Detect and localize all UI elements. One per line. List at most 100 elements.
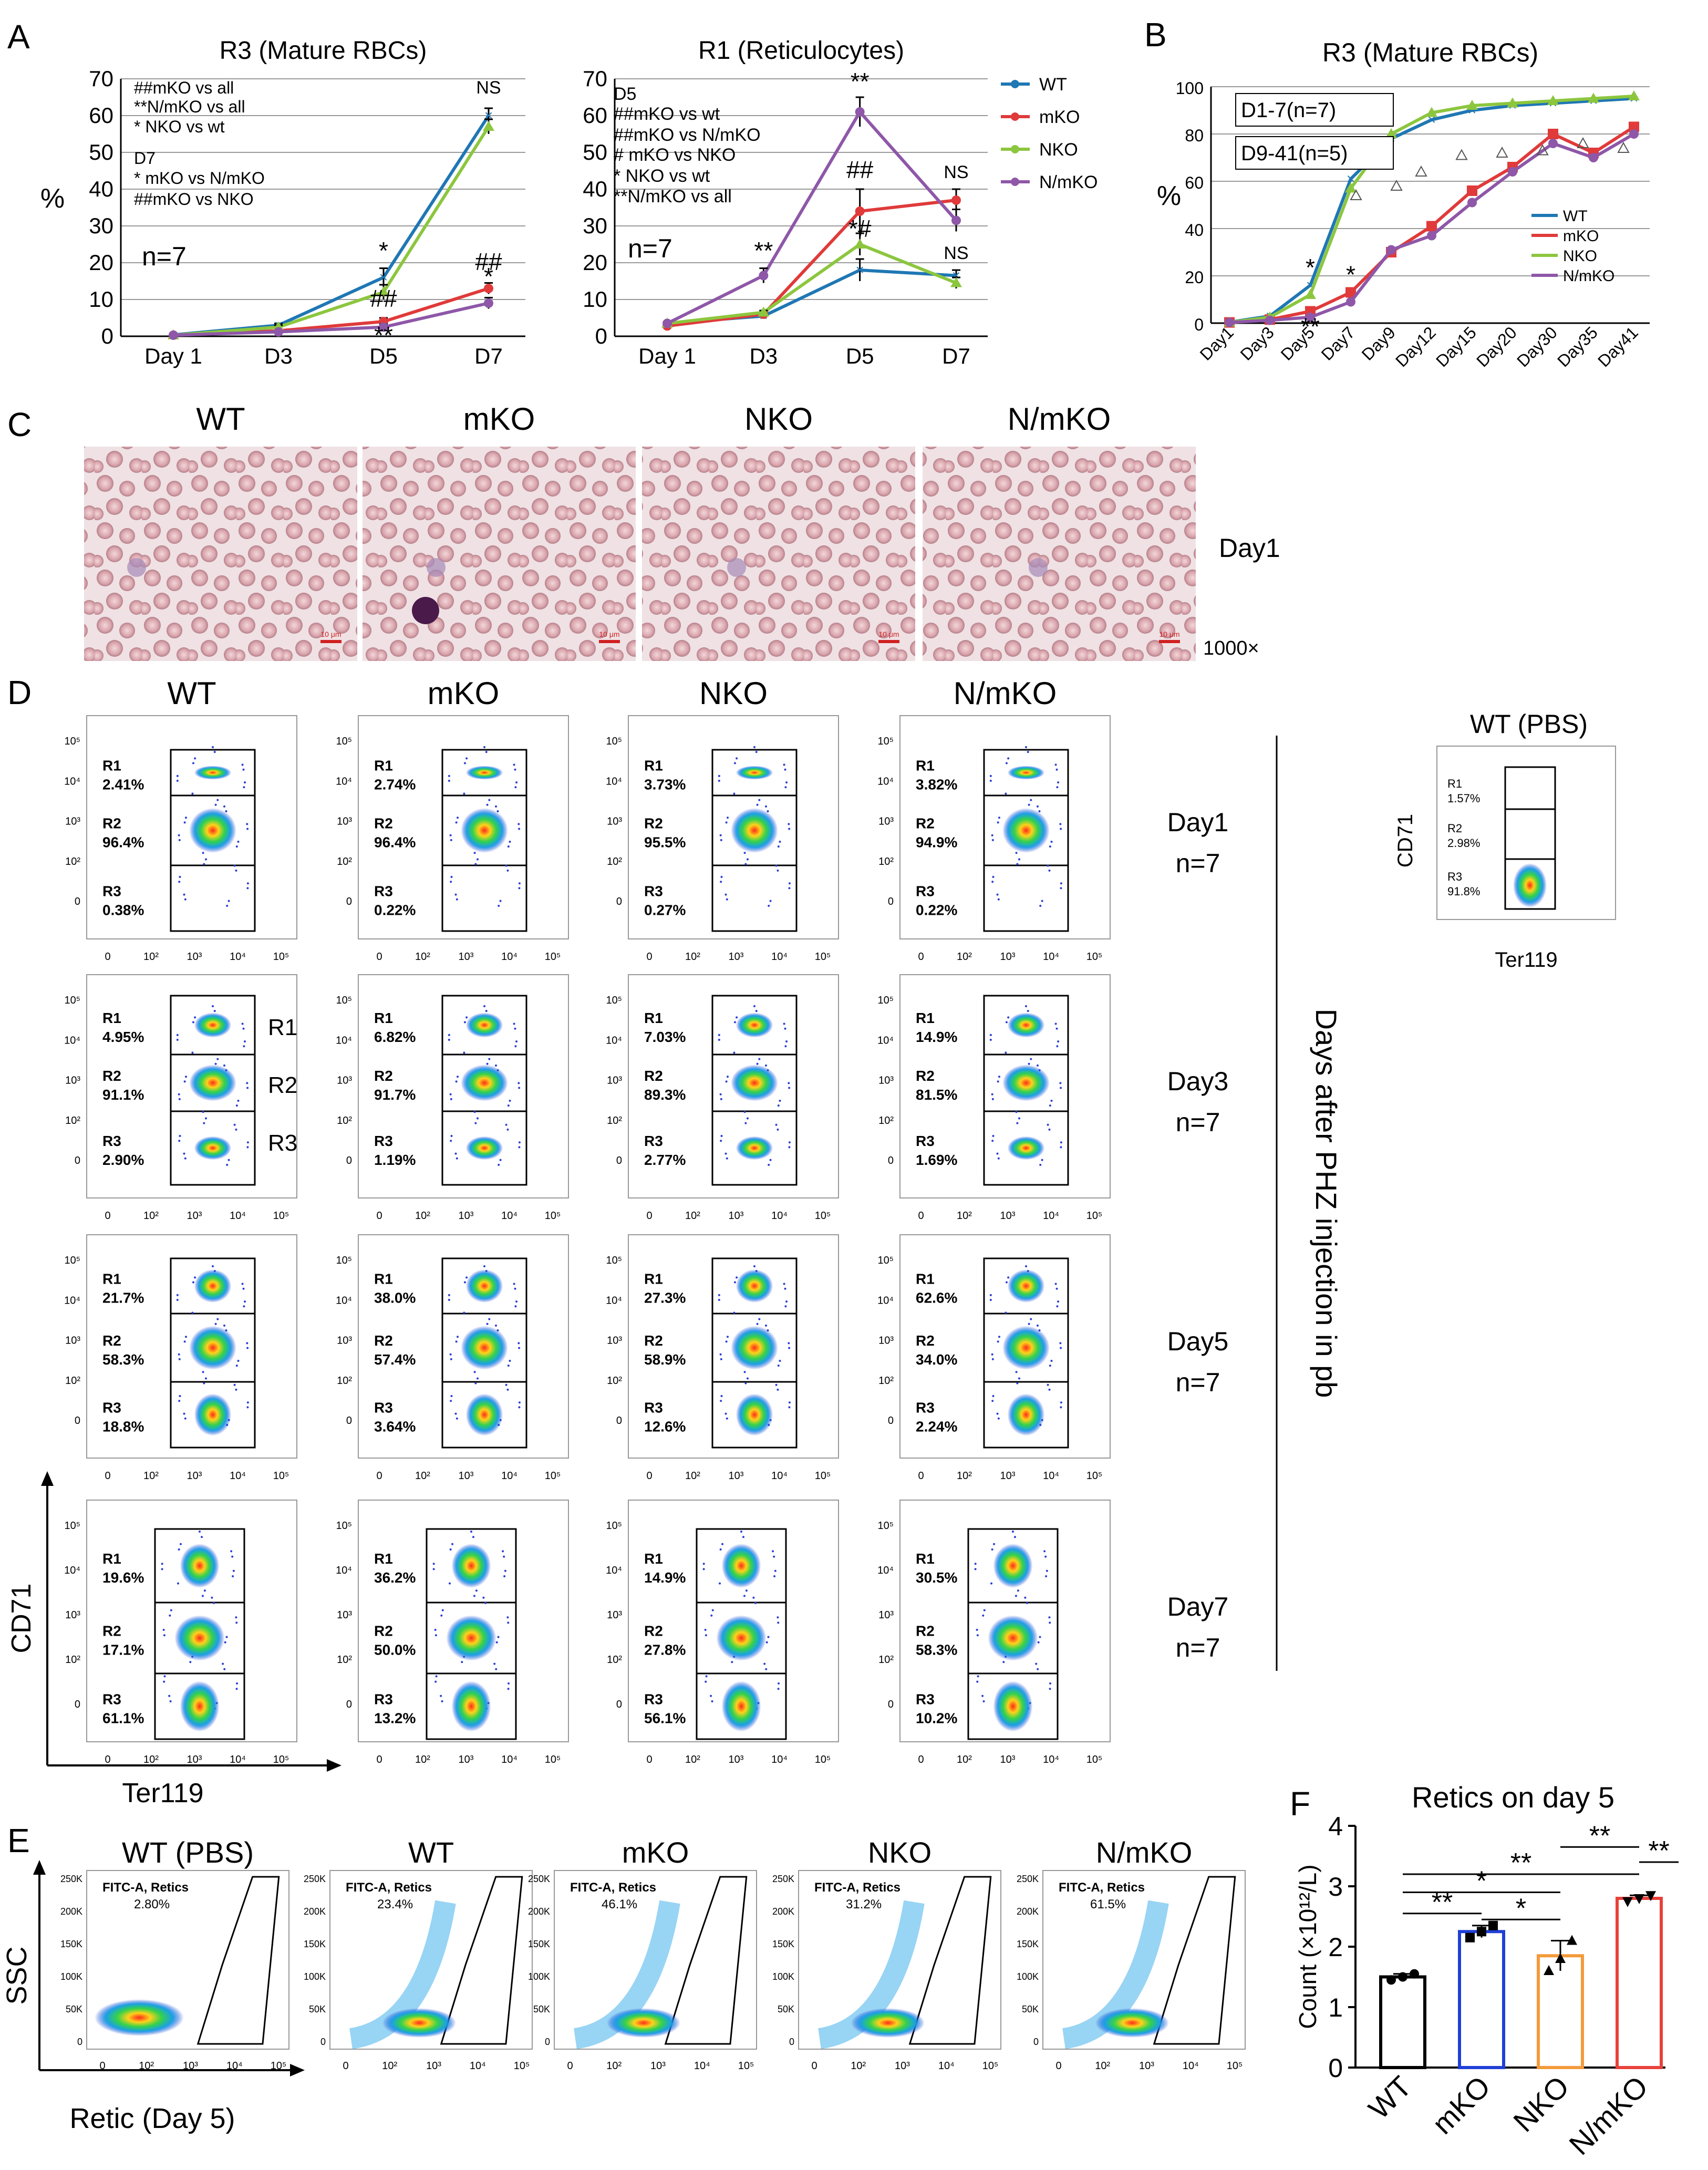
event-dot bbox=[768, 904, 770, 907]
event-dot bbox=[1060, 1406, 1062, 1409]
event-dot bbox=[779, 1359, 781, 1362]
series-line-nmko bbox=[666, 109, 958, 325]
density-r2 bbox=[1002, 1065, 1050, 1101]
event-dot bbox=[483, 1005, 485, 1007]
gate-name: R1 bbox=[374, 1551, 393, 1567]
gate-box bbox=[441, 995, 527, 1186]
x-tick-label: 10³ bbox=[187, 1210, 202, 1222]
event-dot bbox=[991, 1093, 993, 1096]
gate-name: R3 bbox=[374, 1691, 393, 1708]
event-dot bbox=[499, 1159, 502, 1161]
gate-box bbox=[983, 1257, 1069, 1449]
event-dot bbox=[226, 1163, 229, 1166]
event-dot bbox=[235, 1128, 237, 1131]
event-dot bbox=[1002, 1661, 1005, 1663]
event-dot bbox=[1028, 1062, 1030, 1065]
x-tick-label: 0 bbox=[105, 1470, 110, 1482]
x-tick-label: D3 bbox=[749, 344, 778, 368]
chart-b-r3-timecourse: R3 (Mature RBCs)020406080100%Day1Day3Day… bbox=[1157, 38, 1650, 370]
gate-percent: 89.3% bbox=[644, 1087, 686, 1103]
plot-title: NKO bbox=[868, 1836, 931, 1869]
event-dot bbox=[224, 1641, 226, 1644]
event-dot bbox=[779, 840, 781, 843]
event-dot bbox=[720, 839, 722, 841]
event-dot bbox=[744, 863, 747, 865]
annotation-text: # mKO vs NKO bbox=[614, 145, 736, 165]
event-dot bbox=[518, 887, 521, 890]
panel-label-f: F bbox=[1290, 1785, 1310, 1823]
event-dot bbox=[213, 751, 216, 753]
y-tick-label: 0 bbox=[346, 1155, 352, 1166]
x-tick-label: 10⁵ bbox=[1086, 1210, 1103, 1222]
scalebar bbox=[320, 640, 341, 643]
event-dot bbox=[517, 1082, 520, 1084]
x-tick-label: 10⁴ bbox=[470, 2060, 486, 2072]
significance-mark: *# bbox=[848, 215, 872, 242]
event-dot bbox=[726, 1076, 729, 1078]
gate-percent: 96.4% bbox=[102, 834, 144, 851]
gate-percent: 2.98% bbox=[1447, 836, 1480, 850]
event-dot bbox=[434, 1680, 437, 1683]
significance-mark: ** bbox=[1432, 1887, 1453, 1918]
event-dot bbox=[493, 1662, 496, 1665]
legend-label: mKO bbox=[1563, 228, 1599, 245]
bar-WT bbox=[1379, 1975, 1426, 2069]
gate-percent: 38.0% bbox=[374, 1290, 416, 1306]
plot-title: N/mKO bbox=[1096, 1836, 1193, 1869]
event-dot bbox=[989, 1034, 992, 1036]
density-r1 bbox=[180, 1544, 220, 1588]
annotation-text: D7 bbox=[134, 149, 156, 168]
density-r2 bbox=[461, 808, 508, 853]
density-r3 bbox=[1007, 1136, 1045, 1160]
panel-label-d: D bbox=[7, 674, 32, 711]
x-tick-label: Day12 bbox=[1392, 323, 1440, 370]
event-dot bbox=[777, 1388, 779, 1391]
event-dot bbox=[1060, 1087, 1062, 1089]
density-cloud bbox=[95, 1999, 184, 2036]
data-point bbox=[1645, 1891, 1656, 1902]
event-dot bbox=[1037, 1668, 1039, 1670]
magnification-label: 1000× bbox=[1203, 637, 1259, 659]
gate-percent: 81.5% bbox=[916, 1087, 957, 1103]
event-dot bbox=[168, 1694, 171, 1697]
x-tick-label: 10² bbox=[685, 951, 700, 963]
event-dot bbox=[506, 1388, 509, 1391]
x-tick-label: 10³ bbox=[459, 951, 474, 963]
y-tick-label: 0 bbox=[888, 896, 894, 907]
event-dot bbox=[783, 1022, 785, 1025]
event-dot bbox=[720, 1098, 722, 1100]
event-dot bbox=[718, 774, 720, 777]
y-tick-label: 50K bbox=[1022, 2004, 1039, 2014]
event-dot bbox=[997, 1340, 999, 1343]
event-dot bbox=[1016, 1382, 1019, 1384]
event-dot bbox=[488, 1058, 491, 1060]
gate-name: R1 bbox=[916, 1271, 935, 1287]
event-dot bbox=[785, 1300, 788, 1303]
y-tick-label: 250K bbox=[1017, 1874, 1039, 1884]
event-dot bbox=[726, 1336, 729, 1338]
reticulocyte-cell bbox=[727, 558, 746, 577]
arrowhead bbox=[41, 1471, 54, 1486]
x-tick-label: Day7 bbox=[1318, 323, 1359, 364]
event-dot bbox=[448, 1299, 450, 1301]
event-dot bbox=[755, 751, 758, 753]
event-dot bbox=[1054, 1283, 1057, 1285]
reticulocyte-cell bbox=[427, 558, 446, 577]
event-dot bbox=[777, 1365, 780, 1367]
gate-percent: 2.80% bbox=[134, 1897, 170, 1911]
x-tick-label: 10² bbox=[143, 1754, 159, 1765]
x-tick-label: 10³ bbox=[1000, 1210, 1016, 1222]
legend-label: NKO bbox=[1563, 247, 1597, 265]
y-tick-label: 20 bbox=[1185, 268, 1204, 287]
event-dot bbox=[509, 1359, 511, 1362]
gate-percent: 3.73% bbox=[644, 777, 686, 793]
event-dot bbox=[163, 1675, 166, 1678]
data-point-NmKO bbox=[1225, 317, 1234, 327]
gate-name: R1 bbox=[644, 1551, 663, 1567]
event-dot bbox=[184, 1076, 187, 1078]
x-tick-label: 10⁵ bbox=[545, 951, 561, 963]
event-dot bbox=[192, 762, 194, 764]
y-tick-label: 70 bbox=[583, 66, 607, 91]
x-tick-label: Day20 bbox=[1473, 323, 1520, 370]
event-dot bbox=[463, 1311, 465, 1314]
